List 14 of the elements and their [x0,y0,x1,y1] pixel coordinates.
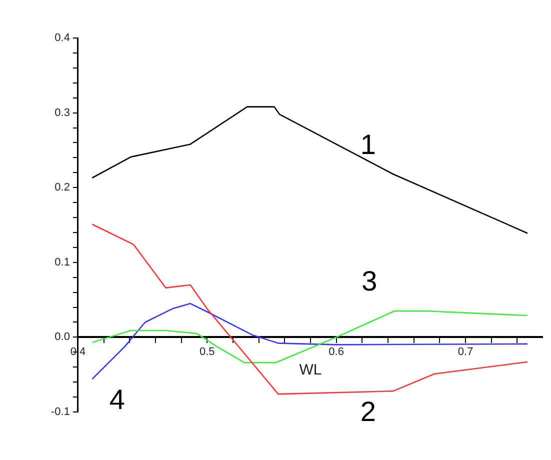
series-label: 4 [109,384,125,415]
y-tick-label: 0.4 [54,32,70,44]
y-tick-label: 0.1 [54,256,70,268]
y-tick-label: 0.0 [54,331,70,344]
y-tick-label: -0.1 [50,406,70,418]
series-label: 1 [360,128,376,160]
x-tick-label: 0.5 [199,346,215,358]
series-label: 2 [360,396,376,427]
x-axis-title: WL [299,362,322,379]
y-tick-label: 0.3 [54,106,70,119]
x-tick-label: 0.7 [458,346,474,358]
series-label: 3 [362,266,378,297]
x-tick-label: 0.6 [328,346,344,358]
y-tick-label: 0.2 [54,182,70,194]
